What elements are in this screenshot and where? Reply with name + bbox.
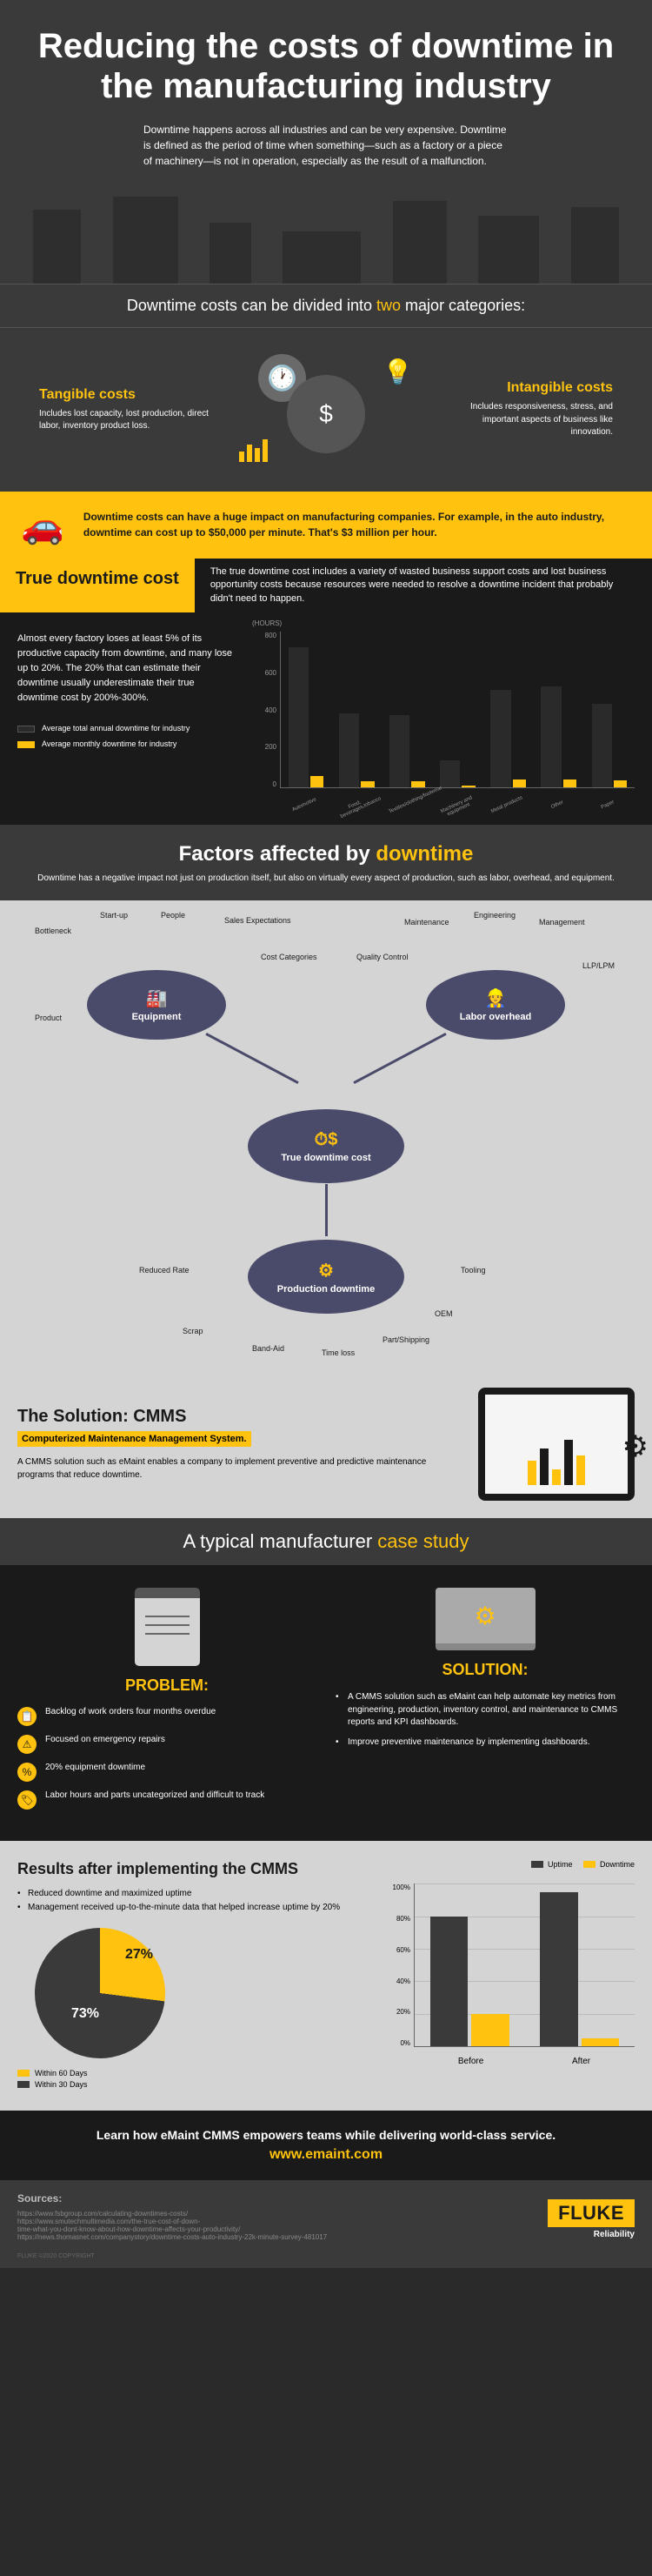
problem-title: PROBLEM: (17, 1676, 316, 1695)
tangible-desc: Includes lost capacity, lost production,… (39, 408, 213, 433)
center-icons: 🕐 $ 💡 (239, 349, 413, 471)
tangible-box: Tangible costs Includes lost capacity, l… (39, 387, 213, 433)
results-section: Results after implementing the CMMS Redu… (0, 1841, 652, 2111)
sources: Sources: https://www.fsbgroup.com/calcul… (0, 2180, 652, 2253)
oval-center: ⏱$True downtime cost (248, 1109, 404, 1183)
problem-item: %20% equipment downtime (17, 1763, 316, 1782)
skyline-graphic (17, 179, 635, 284)
car-banner: 🚗 Downtime costs can have a huge impact … (0, 492, 652, 559)
factory-icon: 🏭 (146, 987, 168, 1009)
hero-subtitle: Downtime happens across all industries a… (143, 122, 509, 169)
hero-title: Reducing the costs of downtime in the ma… (17, 26, 635, 106)
gear-icon: ⚙ (622, 1429, 649, 1464)
hero: Reducing the costs of downtime in the ma… (0, 0, 652, 284)
solution-item: A CMMS solution such as eMaint can help … (336, 1691, 635, 1730)
bulb-icon: 💡 (383, 358, 413, 386)
factors-header: Factors affected by downtime Downtime ha… (0, 825, 652, 900)
dollar-clock-icon: ⏱$ (315, 1130, 338, 1150)
clipboard-icon (17, 1588, 316, 1666)
pie-pct-60: 27% (125, 1947, 153, 1963)
results-chart-legend: Uptime Downtime (383, 1860, 635, 1870)
car-text: Downtime costs can have a huge impact on… (83, 510, 631, 540)
oval-production: ⚙Production downtime (248, 1240, 404, 1314)
solution-section: The Solution: CMMS Computerized Maintena… (0, 1370, 652, 1518)
cta-url[interactable]: www.emaint.com (17, 2147, 635, 2163)
true-cost-left: Almost every factory loses at least 5% o… (17, 632, 235, 806)
solution-column: ⚙ SOLUTION: A CMMS solution such as eMai… (336, 1588, 635, 1818)
case-study: PROBLEM: 📋Backlog of work orders four mo… (0, 1565, 652, 1841)
divide-title: Downtime costs can be divided into two m… (0, 284, 652, 328)
solution-text: A CMMS solution such as eMaint enables a… (17, 1455, 461, 1482)
pie-chart: 27% 73% (35, 1928, 165, 2058)
solution-item: Improve preventive maintenance by implem… (336, 1736, 635, 1750)
problem-item: 📋Backlog of work orders four months over… (17, 1707, 316, 1726)
intangible-box: Intangible costs Includes responsiveness… (439, 380, 613, 439)
oval-equipment: 🏭Equipment (87, 970, 226, 1040)
worker-icon: 👷 (485, 987, 507, 1009)
problem-item: ⚠Focused on emergency repairs (17, 1735, 316, 1754)
bars-icon (239, 439, 268, 462)
cta-text: Learn how eMaint CMMS empowers teams whi… (17, 2128, 635, 2142)
costs-section: Tangible costs Includes lost capacity, l… (0, 328, 652, 492)
results-title: Results after implementing the CMMS (17, 1860, 365, 1878)
dollar-icon: $ (287, 375, 365, 453)
case-header: A typical manufacturer case study (0, 1518, 652, 1565)
problem-column: PROBLEM: 📋Backlog of work orders four mo… (17, 1588, 316, 1818)
conveyor-icon: ⚙ (318, 1260, 334, 1281)
logo-sub: Reliability (548, 2230, 635, 2239)
intangible-desc: Includes responsiveness, stress, and imp… (439, 401, 613, 439)
car-icon: 🚗 (21, 505, 64, 545)
factors-map: 🏭Equipment 👷Labor overhead ⏱$True downti… (0, 900, 652, 1370)
downtime-chart: (HOURS) 8006004002000 AutomotiveFood, be… (252, 632, 635, 806)
device-graphic: ⚙ (478, 1388, 635, 1501)
chart-legend: Average total annual downtime for indust… (17, 723, 235, 751)
copyright: FLUKE ©2020 COPYRIGHT (0, 2253, 652, 2268)
logo: FLUKE Reliability (548, 2199, 635, 2239)
tangible-title: Tangible costs (39, 387, 213, 403)
pie-pct-30: 73% (71, 2006, 99, 2022)
laptop-icon: ⚙ (336, 1588, 635, 1650)
solution-title: The Solution: CMMS (17, 1407, 461, 1427)
solution-subtitle: Computerized Maintenance Management Syst… (17, 1431, 251, 1447)
logo-brand: FLUKE (548, 2199, 635, 2227)
pie-legend: Within 60 Days Within 30 Days (17, 2069, 365, 2089)
problem-item: 🏷Labor hours and parts uncategorized and… (17, 1790, 316, 1810)
true-cost-section: True downtime cost The true downtime cos… (0, 559, 652, 825)
intangible-title: Intangible costs (439, 380, 613, 396)
results-chart: 100%80%60%40%20%0% BeforeAfter (383, 1883, 635, 2066)
oval-labor: 👷Labor overhead (426, 970, 565, 1040)
solution-col-title: SOLUTION: (336, 1661, 635, 1679)
true-cost-desc: The true downtime cost includes a variet… (195, 559, 652, 612)
cta: Learn how eMaint CMMS empowers teams whi… (0, 2111, 652, 2180)
true-cost-tag: True downtime cost (0, 559, 195, 612)
